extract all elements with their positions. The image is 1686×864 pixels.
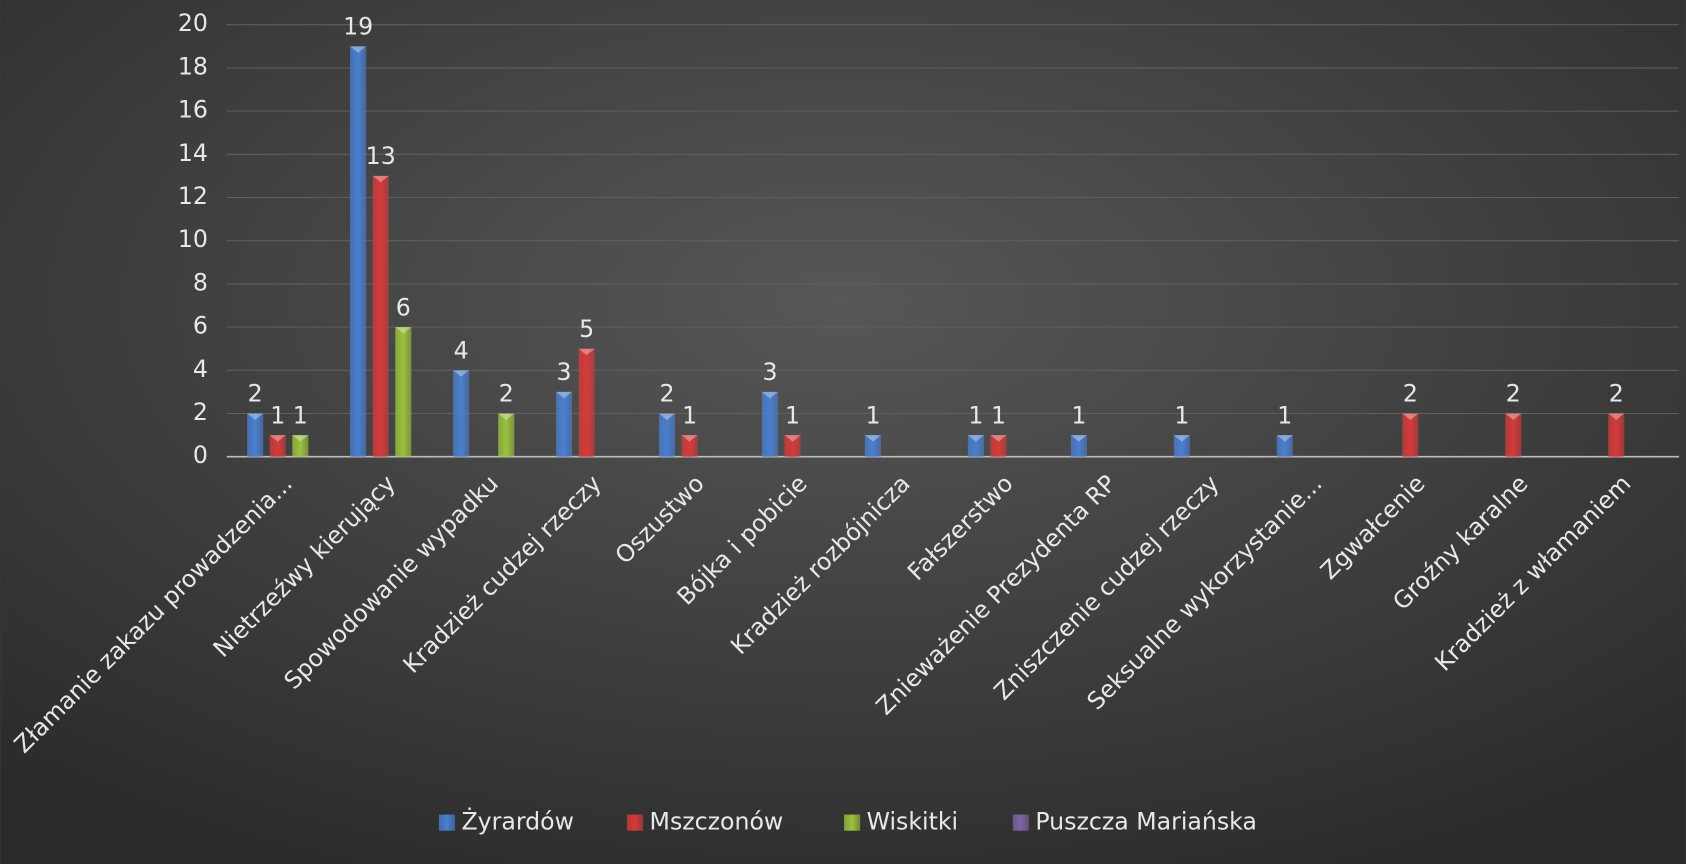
data-label: 1 [785,401,800,429]
y-tick-label: 2 [193,398,208,426]
y-tick-label: 20 [178,9,208,37]
data-label: 1 [1277,401,1292,429]
data-label: 3 [762,358,777,386]
bar-cap [292,435,309,442]
bar [395,327,412,457]
bar-cap [556,391,573,399]
legend-label: Wiskitki [867,808,958,836]
bar-cap [372,175,389,183]
bar-cap [658,413,676,420]
data-label: 4 [454,337,469,365]
bar-cap [350,46,367,53]
legend-swatch [627,814,644,831]
bar [269,435,286,457]
bar-cap [1402,413,1419,420]
bar-cap [395,327,412,334]
bar-cap [498,413,515,420]
data-label: 1 [1071,401,1086,429]
data-label: 1 [293,401,308,429]
data-label: 1 [865,401,880,429]
y-tick-label: 18 [178,52,208,80]
bar [1070,435,1087,457]
data-label: 2 [248,380,263,408]
data-label: 2 [499,380,514,408]
data-label: 1 [270,401,285,429]
data-label: 2 [660,380,675,408]
bar [1276,435,1293,457]
bar-cap [1505,413,1522,420]
bar-cap [681,435,698,442]
bar-cap [784,435,801,442]
legend-swatch [438,814,456,831]
legend-label: Żyrardów [462,808,574,836]
bar-cap [864,435,882,442]
bar [784,435,801,457]
bar [372,175,389,457]
legend-label: Puszcza Mariańska [1035,808,1257,836]
bar-cap [967,435,984,442]
bar [1505,413,1522,457]
bar-cap [761,391,779,399]
legend-label: Mszczonów [650,808,784,836]
bar-cap [453,370,470,377]
bar [658,413,676,457]
bar [990,435,1007,457]
bar [1608,413,1625,457]
data-label: 1 [968,401,983,429]
y-tick-label: 4 [193,355,208,383]
data-label: 1 [991,401,1006,429]
bar [556,391,573,457]
data-label: 1 [682,401,697,429]
y-tick-label: 8 [193,268,208,296]
y-tick-label: 14 [178,139,208,167]
bar [453,370,470,457]
bar [350,46,367,457]
bar [578,348,595,457]
bar [292,435,309,457]
data-label: 2 [1403,380,1418,408]
bar [681,435,698,457]
y-tick-label: 6 [193,312,208,340]
bar-cap [1070,435,1087,442]
data-label: 13 [366,142,396,170]
bar-cap [1276,435,1293,442]
bar [1173,435,1190,457]
bar [967,435,984,457]
bar-cap [247,413,264,420]
y-tick-label: 16 [178,96,208,124]
bar-cap [990,435,1007,442]
data-label: 19 [343,13,373,41]
bar-cap [1173,435,1190,442]
data-label: 5 [579,315,594,343]
data-label: 6 [396,293,411,321]
bar [247,413,264,457]
bar-cap [1608,413,1625,420]
data-label: 2 [1609,380,1624,408]
data-label: 1 [1174,401,1189,429]
y-tick-label: 12 [178,182,208,210]
bar [498,413,515,457]
bar [761,391,779,457]
y-tick-label: 0 [193,441,208,469]
bar-cap [269,435,286,442]
bar [864,435,882,457]
data-label: 2 [1506,380,1521,408]
data-label: 3 [557,358,572,386]
bar-cap [578,348,595,356]
bar [1402,413,1419,457]
legend-swatch [844,814,861,831]
y-tick-label: 10 [178,225,208,253]
legend-swatch [1012,814,1029,831]
